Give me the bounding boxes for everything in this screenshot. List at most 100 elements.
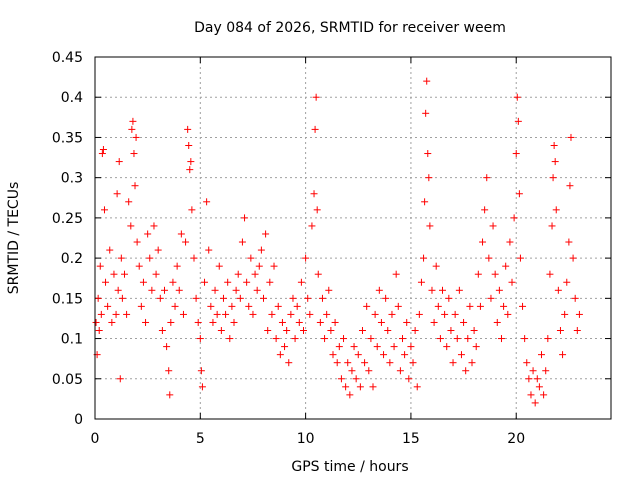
data-point [110,270,118,278]
data-point [531,399,539,407]
data-point [156,294,164,302]
data-point [337,375,345,383]
data-point [148,286,156,294]
data-point [358,327,366,335]
data-point [369,383,377,391]
data-point [287,310,295,318]
data-point [386,359,394,367]
data-point [455,286,463,294]
data-point [447,327,455,335]
data-point [430,318,438,326]
data-point [217,327,225,335]
data-point [274,302,282,310]
data-point [474,270,482,278]
y-tick-label: 0.2 [61,251,83,267]
data-point [548,222,556,230]
data-point [390,343,398,351]
data-point [285,359,293,367]
data-point [514,117,522,125]
y-tick-label: 0.05 [52,372,83,388]
data-point [493,318,501,326]
data-point [98,150,106,158]
data-point [108,318,116,326]
data-point [519,302,527,310]
data-point [238,238,246,246]
data-point [425,174,433,182]
data-point [449,359,457,367]
data-point [132,133,140,141]
data-point [556,327,564,335]
data-point [552,206,560,214]
y-tick-label: 0.35 [52,130,83,146]
data-point [127,222,135,230]
x-tick-label: 0 [91,431,100,447]
data-point [154,246,162,254]
data-point [515,190,523,198]
data-point [268,310,276,318]
data-point [489,222,497,230]
data-point [228,302,236,310]
data-point [571,294,579,302]
data-point [367,335,375,343]
data-point [171,302,179,310]
data-point [166,391,174,399]
data-point [575,310,583,318]
data-point [468,359,476,367]
data-point [310,190,318,198]
data-point [354,351,362,359]
data-point [173,262,181,270]
data-point [476,302,484,310]
data-point [479,238,487,246]
data-point [114,286,122,294]
data-point [117,254,125,262]
data-point [186,166,194,174]
data-point [567,133,575,141]
data-point [112,310,120,318]
data-point [158,327,166,335]
data-point [99,146,107,154]
data-point [333,359,341,367]
data-point [453,335,461,343]
data-point [272,335,280,343]
data-point [457,351,465,359]
data-point [291,335,299,343]
data-point [128,125,136,133]
data-point [226,335,234,343]
data-point [565,238,573,246]
data-point [377,318,385,326]
data-point [403,318,411,326]
data-point [142,318,150,326]
data-point [348,367,356,375]
data-point [550,141,558,149]
data-point [422,109,430,117]
data-point [392,270,400,278]
data-point [302,254,310,262]
data-point [253,286,261,294]
data-point [123,310,131,318]
grid-lines [95,57,611,419]
data-point [516,254,524,262]
data-point [533,375,541,383]
data-point [97,310,105,318]
data-point [293,302,301,310]
data-point [439,286,447,294]
data-point [161,286,169,294]
data-point [413,383,421,391]
data-point [321,335,329,343]
data-point [388,310,396,318]
data-point [421,198,429,206]
data-point [201,278,209,286]
data-point [325,286,333,294]
data-point [563,278,571,286]
x-axis-label: GPS time / hours [291,459,408,475]
data-point [549,174,557,182]
data-point [497,335,505,343]
y-axis-label: SRMTID / TECUs [6,182,22,295]
data-point [130,150,138,158]
data-point [92,318,100,326]
data-point [350,343,358,351]
data-point [314,270,322,278]
data-point [382,294,390,302]
data-point [472,343,480,351]
